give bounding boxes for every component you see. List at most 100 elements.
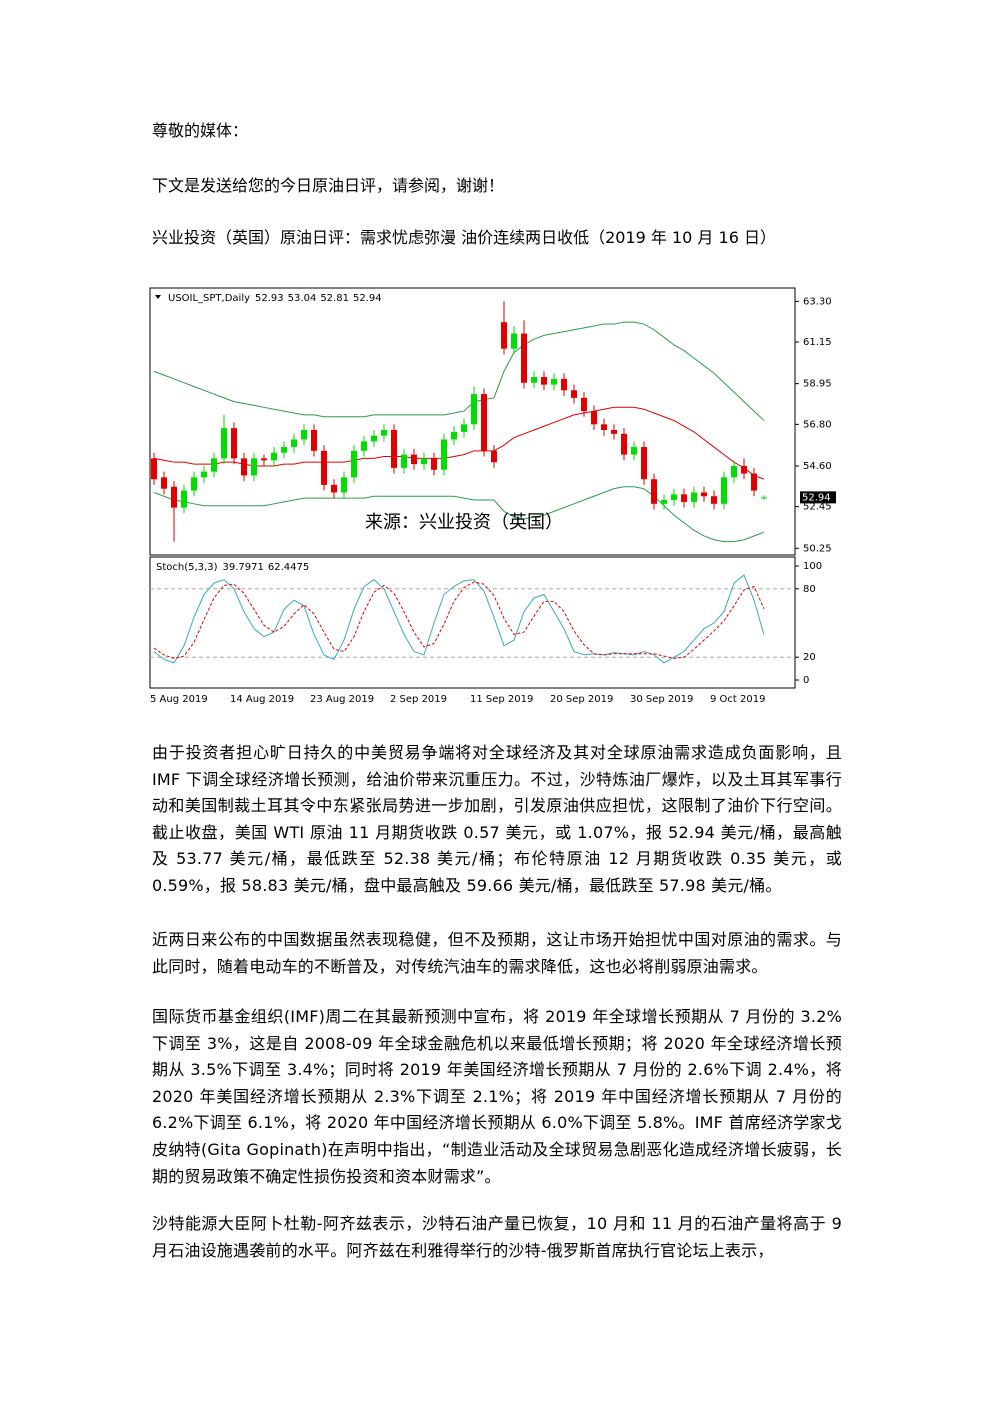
candle-body [481,394,487,451]
chart: USOIL_SPT,Daily 52.93 53.04 52.81 52.94 Stoc… [149,287,836,705]
candle-body [191,477,197,491]
stoch-main [153,574,765,664]
candle-body [731,465,737,478]
candle-body [591,411,597,425]
candle-body [471,394,477,425]
candle-body [311,430,317,451]
candle-body [391,430,397,468]
candle-body [401,454,407,468]
candle-body [601,424,607,431]
candle-body [721,477,727,504]
bollinger-upper [153,321,765,421]
candle-body [301,430,307,440]
candle-body [531,377,537,383]
candle-body [501,322,507,349]
stoch-tick-label: 80 [803,584,816,595]
candle-body [611,430,617,434]
candle-body [521,333,527,383]
candle-body [361,441,367,451]
x-tick-label: 2 Sep 2019 [390,694,447,705]
candle-body [541,377,547,385]
stoch-tick-label: 0 [803,675,809,686]
candle-body [491,450,497,463]
candle-body [751,473,757,491]
paragraph: 国际货币基金组织(IMF)周二在其最新预测中宣布，将 2019 年全球增长预期从… [152,1007,842,1186]
last-open: 52.93 [255,293,284,304]
candle-body [241,458,247,476]
y-tick-label: 61.15 [803,337,832,348]
candle-body [291,439,297,448]
bollinger-lower [153,486,765,543]
intro: 下文是发送给您的今日原油日评，请参阅，谢谢！ [152,176,505,195]
last-close: 52.94 [353,293,382,304]
last-price-box [800,491,836,504]
y-tick-label: 54.60 [803,461,832,472]
last-price-label: 52.94 [802,492,831,503]
candle-body [341,477,347,493]
candle-body [741,465,747,474]
y-tick-label: 50.25 [803,543,832,554]
candle-body [271,452,277,461]
watermark: 来源：兴业投资（英国） [365,512,563,533]
y-tick-label: 63.30 [803,296,832,307]
last-high: 53.04 [288,293,317,304]
candle-body [231,428,237,459]
y-tick-label: 58.95 [803,379,832,390]
paragraph: 近两日来公布的中国数据虽然表现稳健，但不及预期，这让市场开始担忧中国对原油的需求… [152,930,842,976]
x-tick-label: 9 Oct 2019 [710,694,765,705]
candle-body [201,471,207,478]
candle-body [451,431,457,440]
paragraph: 沙特能源大臣阿卜杜勒-阿齐兹表示，沙特石油产量已恢复，10 月和 11 月的石油… [152,1214,842,1260]
candle-body [651,479,657,504]
x-tick-label: 23 Aug 2019 [310,694,374,705]
candle-body [431,458,437,470]
candle-body [261,458,267,461]
candle-body [681,494,687,502]
candle-body [281,447,287,453]
x-tick-label: 20 Sep 2019 [550,694,613,705]
candle-body [411,454,417,465]
candle-body [711,496,717,504]
x-tick-label: 11 Sep 2019 [470,694,533,705]
candle-body [351,450,357,478]
candle-body [511,333,517,349]
candle-body [161,477,167,489]
y-tick-label: 56.80 [803,419,832,430]
candle-body [631,447,637,455]
candle-body [171,486,177,508]
candle-body [321,450,327,485]
candle-body [181,490,187,508]
stoch-panel [149,556,796,689]
candle-body [151,458,157,480]
candle-body [561,378,567,391]
x-tick-label: 14 Aug 2019 [230,694,294,705]
stoch-label: Stoch(5,3,3) [156,562,218,573]
chart-layer: 63.30 61.15 58.95 56.80 54.60 52.45 50.25 100 80… [150,296,836,705]
candle-body [571,390,577,398]
x-tick-label: 30 Sep 2019 [630,694,693,705]
greeting: 尊敬的媒体： [152,121,249,140]
candle-body [761,497,767,499]
candle-body [441,439,447,470]
candle-body [701,492,707,497]
candle-body [461,424,467,432]
candle-body [331,484,337,493]
stoch-header: Stoch(5,3,3) 39.7971 62.4475 [156,562,309,573]
candle-body [381,430,387,436]
menu-arrow [155,295,161,299]
stoch-signal [153,581,765,659]
x-tick-label: 5 Aug 2019 [150,694,208,705]
candle-body [421,458,427,465]
candle-body [551,378,557,385]
paragraph: 由于投资者担心旷日持久的中美贸易争端将对全球经济及其对全球原油需求造成负面影响，… [152,743,842,895]
stoch-tick-label: 20 [803,652,816,663]
candle-body [221,428,227,459]
candle-body [671,494,677,501]
candle-body [371,435,377,442]
price-header: USOIL_SPT,Daily 52.93 53.04 52.81 52.94 [168,293,382,304]
last-low: 52.81 [320,293,349,304]
candle-body [661,500,667,504]
headline: 兴业投资（英国）原油日评：需求忧虑弥漫 油价连续两日收低（2019 年 10 月… [152,228,776,247]
stoch-main-last: 39.7971 [222,562,263,573]
